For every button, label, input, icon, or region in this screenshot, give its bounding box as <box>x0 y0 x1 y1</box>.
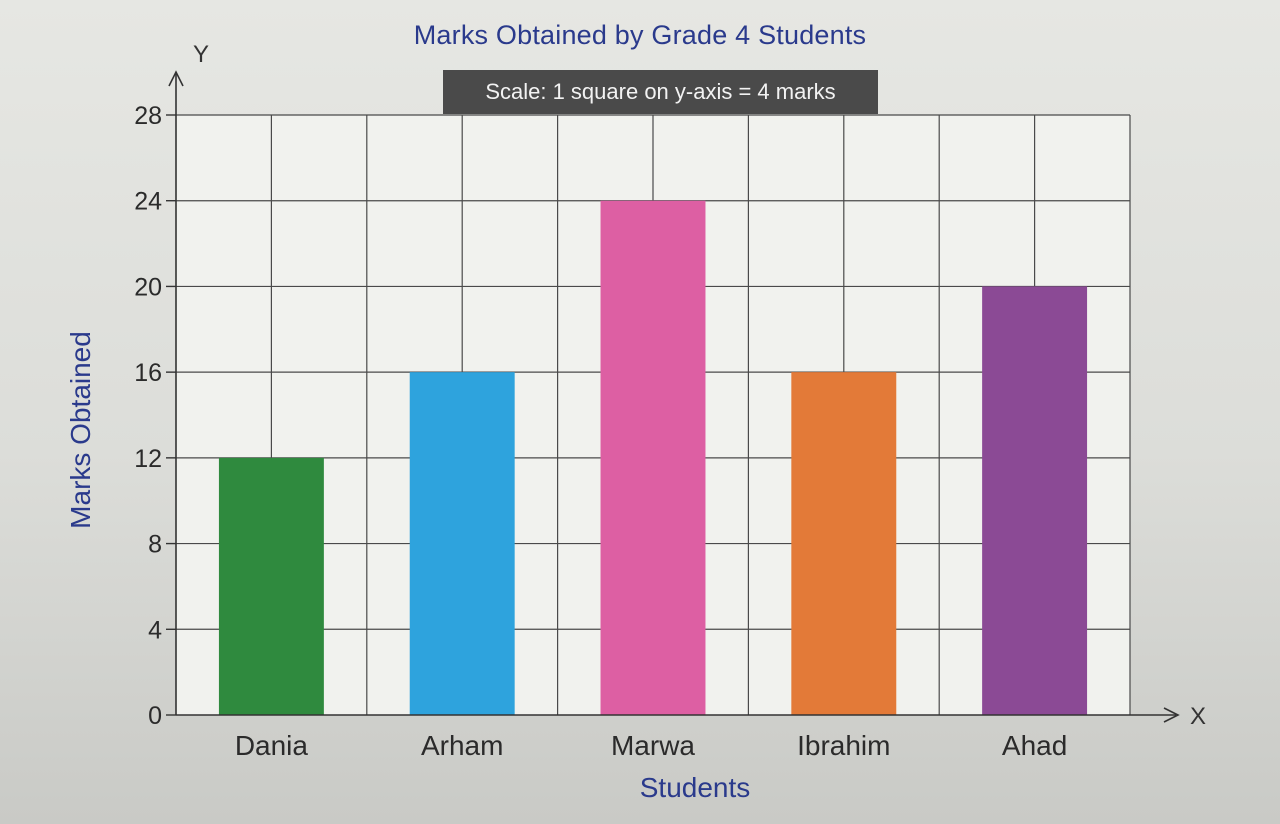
bar-ibrahim <box>791 372 897 715</box>
y-tick-label: 8 <box>148 531 162 559</box>
x-axis-letter: X <box>1190 703 1206 730</box>
scale-note: Scale: 1 square on y-axis = 4 marks <box>443 70 878 114</box>
bar-arham <box>409 372 515 715</box>
bar-ahad <box>982 286 1088 715</box>
y-tick-label: 12 <box>134 445 162 473</box>
bars <box>218 200 1088 715</box>
y-tick-label: 24 <box>134 188 162 216</box>
axes <box>166 70 1180 723</box>
y-axis-letter: Y <box>193 41 209 68</box>
y-axis-arrow-icon <box>168 70 184 87</box>
y-tick-label: 4 <box>148 616 162 644</box>
x-tick-label: Arham <box>421 730 503 761</box>
y-tick-label: 28 <box>134 102 162 130</box>
x-tick-label: Dania <box>235 730 309 761</box>
y-tick-label: 0 <box>148 702 162 730</box>
chart-title: Marks Obtained by Grade 4 Students <box>413 20 867 50</box>
x-tick-label: Marwa <box>611 730 695 761</box>
y-tick-label: 16 <box>134 359 162 387</box>
bar-dania <box>218 457 324 715</box>
y-axis-title: Marks Obtained <box>65 331 96 529</box>
x-tick-label: Ahad <box>1002 730 1067 761</box>
x-tick-label: Ibrahim <box>797 730 890 761</box>
y-tick-label: 20 <box>134 273 162 301</box>
x-axis-title: Students <box>640 772 751 803</box>
bar-marwa <box>600 200 706 715</box>
labels: Dania Arham Marwa Ibrahim Ahad Y X 0 4 8 12 16 20 24 2… <box>65 41 1206 803</box>
x-axis-arrow-icon <box>1163 707 1180 723</box>
